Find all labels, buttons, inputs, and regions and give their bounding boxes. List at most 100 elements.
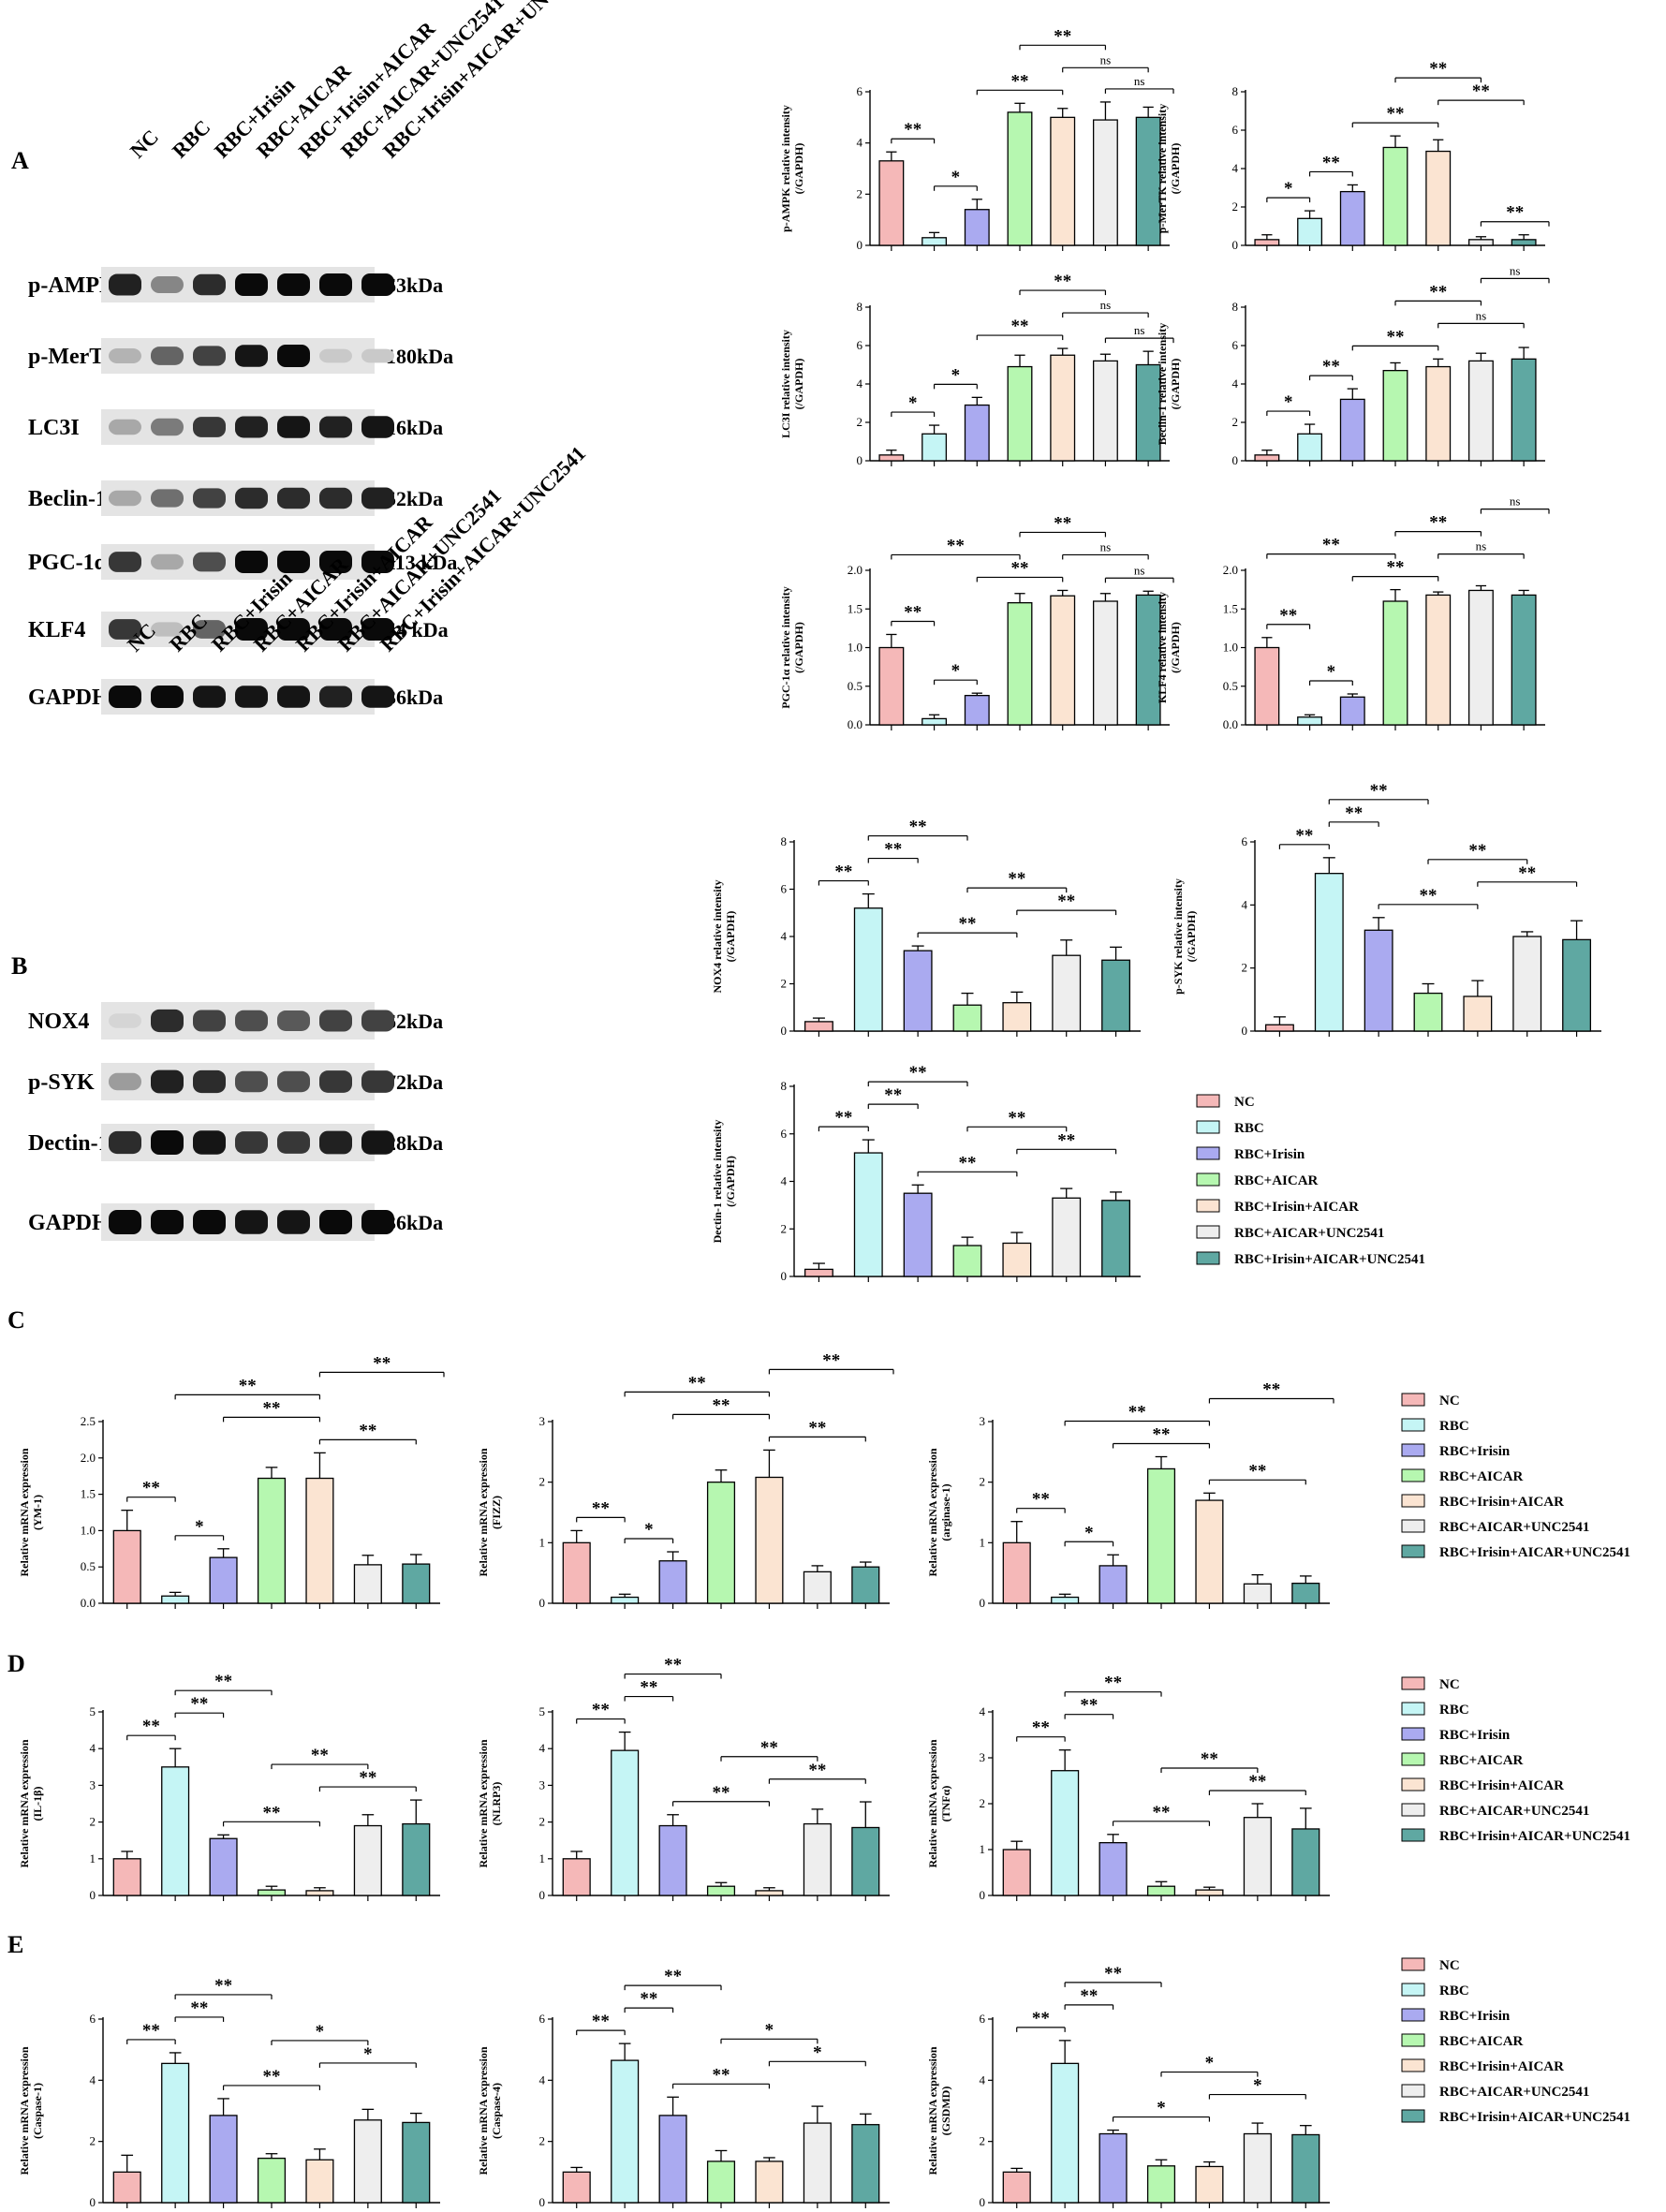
significance-label: ** <box>834 1108 852 1128</box>
blot-band <box>151 622 184 637</box>
y-tick-label: 0.0 <box>81 1596 96 1610</box>
significance-label: ** <box>1201 1749 1218 1769</box>
y-tick-label: 2 <box>90 2134 96 2148</box>
significance-label: ** <box>640 1989 657 2009</box>
bar-RBC+AICAR <box>1007 111 1033 246</box>
y-tick-label: 0.5 <box>1223 679 1238 693</box>
y-axis-label: Relative mRNA expression(GSDMD) <box>926 2046 952 2175</box>
significance-label: ** <box>1387 327 1405 347</box>
legend-swatch <box>1401 2058 1425 2072</box>
blot-band <box>235 551 268 573</box>
y-tick-label: 0 <box>781 1269 788 1283</box>
significance-label: * <box>908 393 918 413</box>
significance-label: ** <box>1032 1718 1050 1738</box>
blot-band <box>109 490 141 507</box>
legend-label: RBC+AICAR <box>1234 1173 1319 1188</box>
blot-band <box>193 1210 226 1234</box>
legend-label: RBC+Irisin+AICAR <box>1439 1778 1564 1793</box>
legend-label: RBC+Irisin <box>1439 2009 1511 2024</box>
significance-label: * <box>316 2022 325 2042</box>
significance-label: ** <box>359 1768 376 1788</box>
legend-swatch <box>1196 1172 1220 1187</box>
protein-label: PGC-1α <box>28 551 108 575</box>
panel-label-e: E <box>7 1931 23 1958</box>
blot-band <box>151 1210 184 1234</box>
y-tick-label: 6 <box>1232 338 1239 352</box>
significance-label: ** <box>263 1803 281 1822</box>
y-tick-label: 4 <box>781 1174 788 1188</box>
legend-swatch <box>1401 1468 1425 1482</box>
y-axis-label: Relative mRNA expression(IL-1β) <box>18 1739 44 1867</box>
kda-label: 72kDa <box>386 1070 443 1094</box>
bar-RBC <box>1314 873 1344 1032</box>
significance-label: ** <box>214 1976 232 1996</box>
blot-band <box>277 1010 310 1031</box>
significance-label: ** <box>359 1421 376 1440</box>
significance-label: ** <box>1429 282 1447 302</box>
blot-band <box>319 618 352 641</box>
legend-swatch <box>1401 1752 1425 1766</box>
y-tick-label: 0.5 <box>848 679 862 693</box>
y-tick-label: 2.0 <box>81 1451 96 1465</box>
bar-NC <box>1002 1849 1031 1896</box>
y-tick-label: 2.0 <box>848 563 862 577</box>
bar-RBC+Irisin+AICAR+UNC2541 <box>1511 239 1537 246</box>
bar-RBC+AICAR <box>1146 2165 1176 2204</box>
bar-NC <box>1002 2171 1031 2204</box>
legend-label: NC <box>1439 1958 1460 1973</box>
legend-label: RBC+Irisin <box>1234 1147 1305 1162</box>
bar-RBC+AICAR+UNC2541 <box>1052 1197 1082 1277</box>
significance-label: ** <box>592 2012 610 2031</box>
blot-band <box>109 1013 141 1028</box>
significance-label: ** <box>1387 558 1405 578</box>
significance-label: ** <box>1054 513 1071 533</box>
y-tick-label: 2 <box>781 1221 788 1235</box>
bar-RBC+Irisin+AICAR <box>1050 354 1076 462</box>
blot-band <box>151 553 184 570</box>
bar-RBC+Irisin+AICAR <box>755 1476 784 1604</box>
significance-label: ns <box>1476 539 1487 553</box>
significance-label: ** <box>1008 869 1025 889</box>
significance-label: ** <box>713 2065 730 2085</box>
blot-band <box>361 416 394 438</box>
y-tick-label: 2 <box>1232 199 1239 214</box>
legend-swatch <box>1401 1494 1425 1508</box>
bar-RBC+AICAR <box>1007 365 1033 462</box>
significance-label: ** <box>713 1395 730 1415</box>
blot-band <box>361 1210 394 1234</box>
y-tick-label: 4 <box>90 1741 96 1755</box>
significance-label: ** <box>373 1353 391 1373</box>
y-axis-label: Relative mRNA expression(FIZZ) <box>477 1448 503 1576</box>
y-tick-label: 1.0 <box>81 1523 96 1537</box>
legend-swatch <box>1401 1803 1425 1817</box>
chart-il1b: 0 1 2 3 4 5 Relative mRNA expression(IL-1β) ** *… <box>18 1672 440 1902</box>
y-axis-label: LC3I relative intensity(/GAPDH) <box>779 330 805 438</box>
legend-swatch <box>1401 2008 1425 2022</box>
y-tick-label: 1.0 <box>848 641 862 655</box>
significance-label: ** <box>263 2067 281 2087</box>
y-tick-label: 0 <box>980 2195 986 2209</box>
bar-RBC+Irisin+AICAR <box>305 1477 334 1604</box>
bar-RBC+Irisin+AICAR <box>1195 1499 1224 1604</box>
y-tick-label: 4 <box>980 2072 986 2087</box>
legend-label: RBC+AICAR <box>1439 2034 1524 2049</box>
y-tick-label: 2.0 <box>1223 563 1238 577</box>
bar-RBC+AICAR+UNC2541 <box>353 2119 382 2204</box>
bar-RBC+Irisin+AICAR+UNC2541 <box>1511 594 1537 726</box>
bar-RBC+Irisin <box>658 1824 687 1896</box>
bar-RBC+Irisin+AICAR+UNC2541 <box>402 1822 431 1896</box>
significance-label: ** <box>1057 1130 1075 1150</box>
bar-RBC <box>1297 433 1323 462</box>
bar-RBC+Irisin+AICAR <box>1195 2165 1224 2204</box>
bar-RBC+AICAR <box>706 1482 736 1604</box>
legend-label: RBC <box>1439 1983 1469 1998</box>
legend-swatch <box>1401 1418 1425 1432</box>
y-tick-label: 0 <box>90 1888 96 1902</box>
legend-swatch <box>1401 1519 1425 1533</box>
blot-band <box>109 552 141 572</box>
bar-RBC+AICAR+UNC2541 <box>803 1822 832 1896</box>
significance-label: ns <box>1510 263 1521 277</box>
y-tick-label: 1 <box>539 1535 546 1549</box>
significance-label: ** <box>1057 892 1075 911</box>
